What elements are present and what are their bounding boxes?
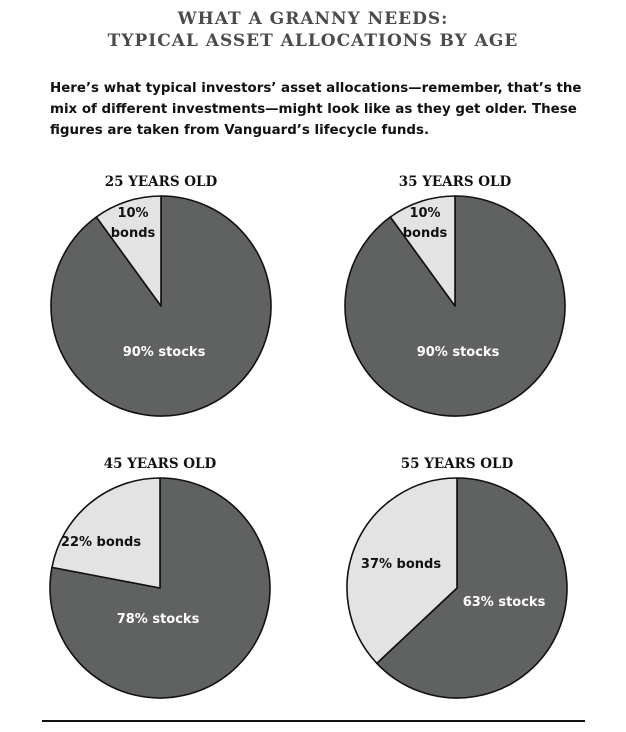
chart-title: 25 YEARS OLD bbox=[105, 174, 218, 190]
bonds-label: 37% bonds bbox=[361, 557, 441, 572]
slice-bonds bbox=[51, 477, 161, 589]
slice-bonds bbox=[389, 195, 456, 307]
stocks-label: 78% stocks bbox=[117, 612, 200, 627]
chart-title: 35 YEARS OLD bbox=[399, 174, 512, 190]
slice-bonds bbox=[95, 195, 162, 307]
stocks-label: 63% stocks bbox=[463, 595, 546, 610]
chart-title: 55 YEARS OLD bbox=[401, 456, 514, 472]
chart-title: 45 YEARS OLD bbox=[104, 456, 217, 472]
pie-chart-2: 35 YEARS OLD 10% bonds 90% stocks bbox=[344, 174, 566, 417]
pie-chart-1: 25 YEARS OLD 10% bonds 90% stocks bbox=[50, 174, 272, 417]
pie-chart-4: 55 YEARS OLD 37% bonds 63% stocks bbox=[346, 456, 568, 699]
bonds-label: bonds bbox=[403, 226, 448, 241]
bonds-label: 22% bonds bbox=[61, 535, 141, 550]
bottom-rule bbox=[42, 720, 585, 722]
bonds-label: bonds bbox=[111, 226, 156, 241]
bonds-label: 10% bbox=[409, 206, 440, 221]
stocks-label: 90% stocks bbox=[123, 345, 206, 360]
slice-stocks bbox=[376, 477, 568, 699]
pie-chart-3: 45 YEARS OLD 22% bonds 78% stocks bbox=[49, 456, 271, 699]
title-line-2: TYPICAL ASSET ALLOCATIONS BY AGE bbox=[107, 31, 519, 51]
slice-bonds bbox=[346, 477, 458, 665]
title-line-1: WHAT A GRANNY NEEDS: bbox=[177, 9, 449, 29]
bonds-label: 10% bbox=[117, 206, 148, 221]
stocks-label: 90% stocks bbox=[417, 345, 500, 360]
intro-paragraph: Here’s what typical investors’ asset all… bbox=[50, 81, 582, 138]
